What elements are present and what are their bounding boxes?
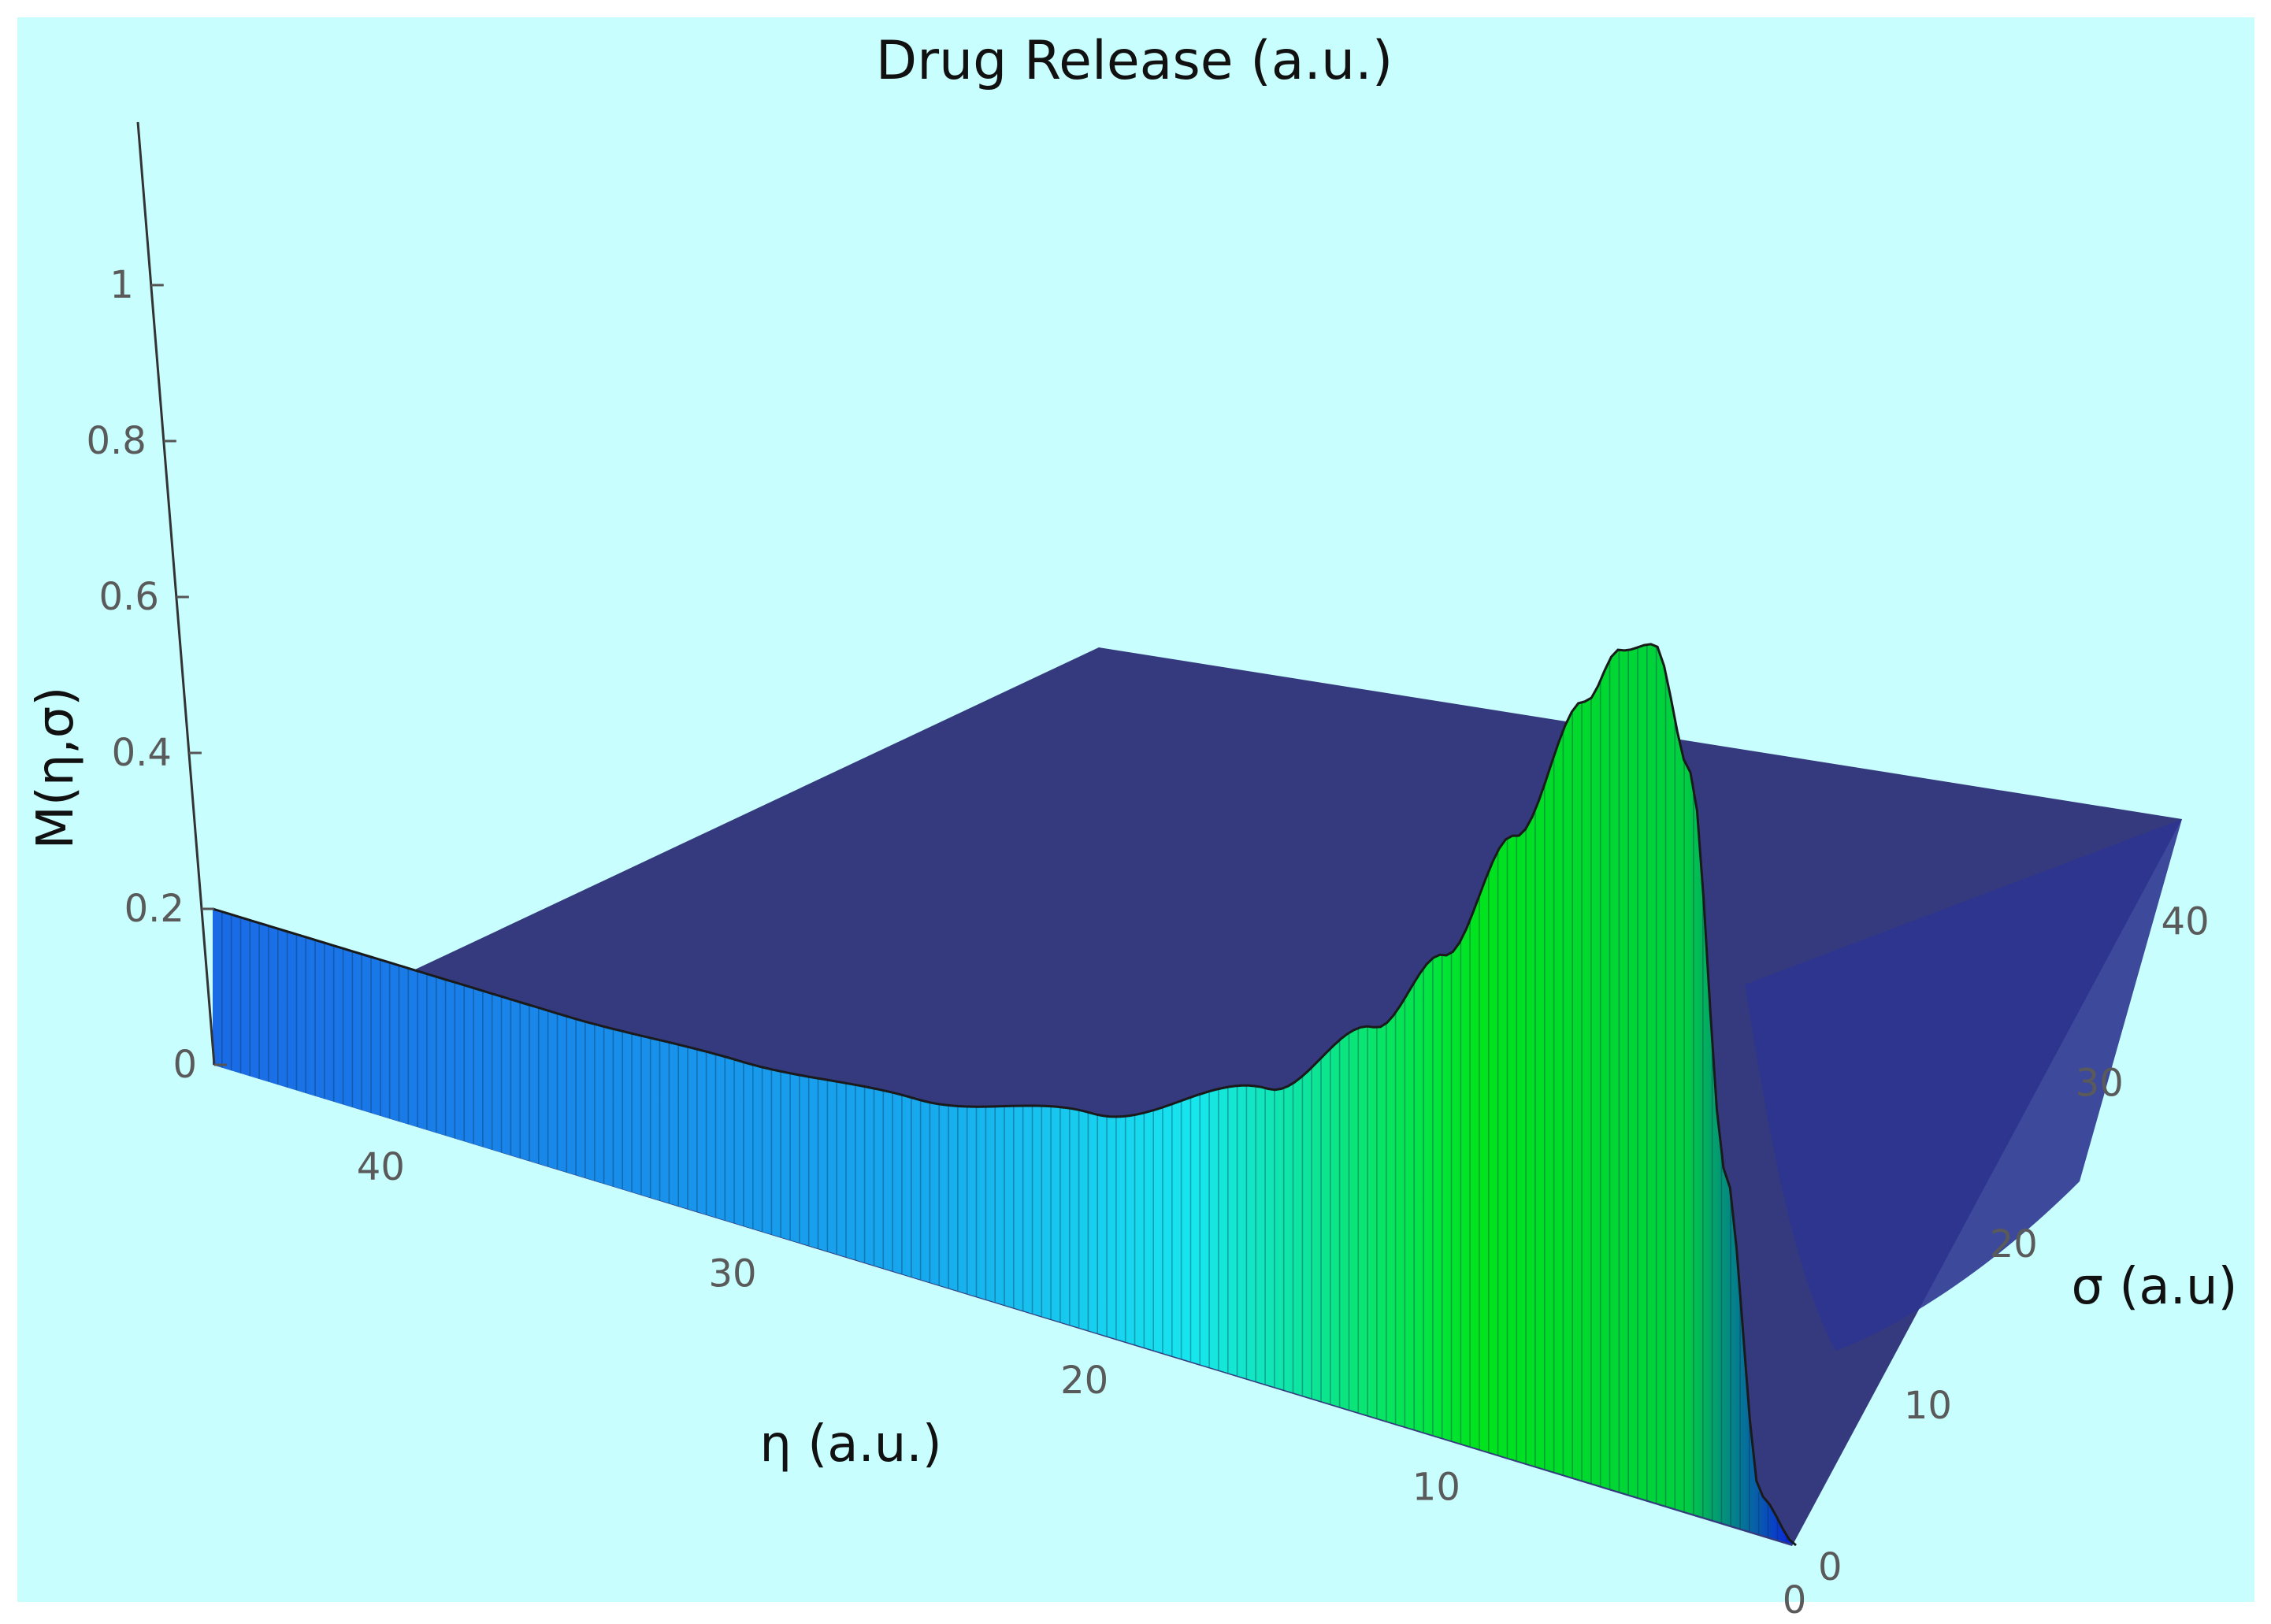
- surface-front-wall: [213, 643, 1796, 1545]
- x-tick-label: 30: [708, 1251, 756, 1296]
- y-tick-label: 30: [2076, 1061, 2124, 1105]
- z-tick-label: 0.6: [99, 575, 159, 619]
- y-tick-label: 40: [2162, 899, 2210, 944]
- y-tick-label: 10: [1904, 1384, 1952, 1428]
- surface-valley: [1745, 819, 2182, 1351]
- z-tick-label: 0.8: [86, 419, 146, 463]
- z-tick-label: 0.2: [124, 887, 184, 931]
- z-axis-title: M(η,σ): [27, 687, 85, 850]
- y-axis-title: σ (a.u): [2072, 1258, 2238, 1316]
- z-axis-ticks: 0 0.2 0.4 0.6 0.8 1: [86, 263, 227, 1087]
- x-axis-ticks: 0 10 20 30 40: [357, 1145, 1806, 1622]
- y-axis-ticks: 0 10 20 30 40: [1818, 899, 2210, 1589]
- chart-title: Drug Release (a.u.): [876, 30, 1393, 92]
- x-tick-label: 20: [1060, 1359, 1108, 1403]
- y-tick-label: 20: [1990, 1222, 2038, 1266]
- y-tick-label: 0: [1818, 1545, 1842, 1589]
- surface-mesh-lines: [221, 644, 1787, 1543]
- z-axis-line: [136, 121, 216, 1066]
- z-tick-label: 0.4: [112, 731, 172, 775]
- surface-top-edge: [212, 643, 1797, 1547]
- x-tick-label: 40: [357, 1145, 405, 1189]
- x-tick-label: 0: [1783, 1578, 1807, 1622]
- x-tick-label: 10: [1412, 1465, 1460, 1509]
- x-axis-title: η (a.u.): [759, 1415, 941, 1474]
- z-tick-label: 1: [109, 263, 134, 307]
- z-tick-label: 0: [173, 1043, 197, 1087]
